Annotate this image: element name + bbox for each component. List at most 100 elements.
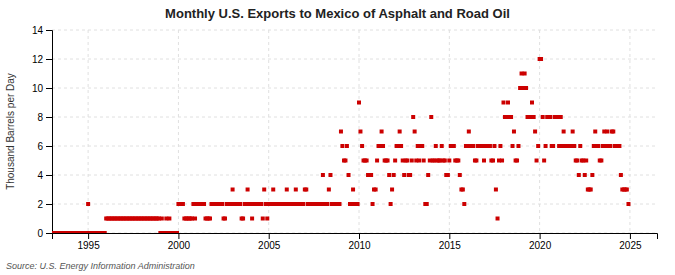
point [501,101,505,105]
point [167,217,171,221]
point [571,130,575,134]
point [509,115,513,119]
point [458,173,462,177]
point [86,202,90,206]
point [181,202,185,206]
point [338,202,342,206]
point [619,173,623,177]
point [386,159,390,163]
y-tick-label: 14 [32,25,44,36]
point [440,144,444,148]
y-tick: 14 [32,25,52,36]
point [562,130,566,134]
point [398,130,402,134]
point [551,144,555,148]
point [626,202,630,206]
point [343,159,347,163]
point [498,144,502,148]
point [250,217,254,221]
point [271,188,275,192]
point [511,144,515,148]
point [494,188,498,192]
y-axis-line [46,31,53,234]
point [559,115,563,119]
y-grid-line [52,59,657,60]
point [410,159,414,163]
point [408,173,412,177]
point [535,159,539,163]
x-tick-label: 1995 [77,240,100,251]
x-grid-line [449,30,450,233]
point [590,173,594,177]
point [285,188,289,192]
point [358,130,362,134]
point [492,144,496,148]
point [530,101,534,105]
x-tick-mark [540,233,541,239]
y-tick: 2 [37,199,52,210]
point [584,159,588,163]
point [467,130,471,134]
point [599,159,603,163]
point [345,144,349,148]
point [578,144,582,148]
y-tick: 0 [37,228,52,239]
point [259,202,263,206]
point [294,188,298,192]
x-tick: 2010 [348,233,371,251]
point [301,202,305,206]
point [390,188,394,192]
point [524,86,528,90]
y-tick: 10 [32,83,52,94]
x-tick-mark [269,233,270,239]
point [103,231,107,233]
point [261,217,265,221]
y-tick-label: 2 [37,199,43,210]
point [411,115,415,119]
y-tick-mark [46,59,52,60]
point [523,72,527,76]
point [365,159,369,163]
y-tick-mark [46,146,52,147]
point [532,115,536,119]
point [325,202,329,206]
point [482,159,486,163]
point [347,173,351,177]
point [327,188,331,192]
point [405,159,409,163]
point [340,144,344,148]
point [583,173,587,177]
x-tick-mark [630,233,631,239]
point [452,144,456,148]
grid [52,30,657,233]
point [392,173,396,177]
point [389,202,393,206]
point [304,188,308,192]
x-tick-label: 2005 [258,240,281,251]
y-axis-title: Thousand Barrels per Day [5,73,16,190]
point [238,202,242,206]
point [381,144,385,148]
point [425,202,429,206]
point [375,159,379,163]
plot-area: 199520002005201020152020202502468101214 [32,25,658,251]
x-tick-label: 2010 [348,240,371,251]
point [516,144,520,148]
point [533,130,537,134]
point [456,159,460,163]
point [175,231,179,233]
chart-svg: 199520002005201020152020202502468101214M… [0,0,675,275]
point [608,144,612,148]
point [420,144,424,148]
point [399,144,403,148]
point [434,144,438,148]
point [577,173,581,177]
point [500,159,504,163]
point [488,144,492,148]
point [393,159,397,163]
x-tick-mark [359,233,360,239]
x-tick: 2020 [529,233,552,251]
point [357,101,361,105]
annotation: Source: U.S. Energy Information Administ… [6,261,195,271]
point [402,173,406,177]
